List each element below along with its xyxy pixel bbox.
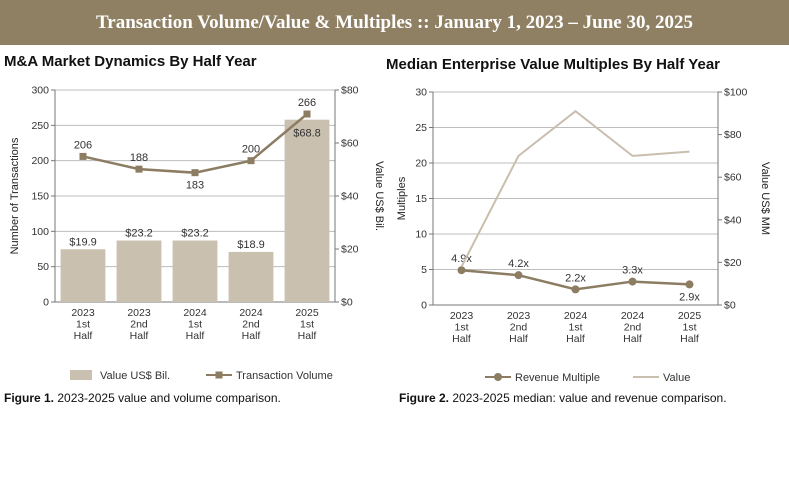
chart2-right-tick-label: $20 (724, 257, 742, 269)
chart1-right-tick-label: $0 (341, 297, 353, 309)
chart1-category-label: 2023 1st Half (71, 307, 95, 342)
chart1-bar (228, 251, 274, 302)
chart1-bar (116, 240, 162, 302)
chart2-category-label: 2024 2nd Half (621, 310, 645, 345)
chart1-bar (60, 249, 106, 302)
chart1-series-line (82, 113, 308, 174)
chart1-left-tick-label: 200 (31, 155, 49, 167)
chart2-left-tick-label: 20 (415, 158, 427, 170)
chart2-left-tick-label: 15 (415, 193, 427, 205)
chart1-left-tick-label: 250 (31, 120, 49, 132)
chart2-left-tick-label: 10 (415, 229, 427, 241)
chart1-point (303, 110, 311, 118)
chart1-point (135, 165, 143, 173)
chart2-title: Median Enterprise Value Multiples By Hal… (386, 56, 721, 73)
chart2-left-tick-label: 30 (415, 87, 427, 99)
chart1-right-tick-label: $60 (341, 138, 359, 150)
chart2-point (571, 285, 580, 294)
chart2-legend-label: Value (663, 372, 690, 384)
chart2-left-tick-label: 5 (421, 264, 427, 276)
chart2-legend-marker (494, 373, 502, 381)
chart1-caption: Figure 1. 2023-2025 value and volume com… (4, 391, 281, 405)
chart2-right-tick-label: $100 (724, 87, 748, 99)
chart1-left-tick-label: 150 (31, 191, 49, 203)
chart1-bar-label: $23.2 (125, 228, 153, 240)
chart2-right-tick-label: $80 (724, 129, 742, 141)
chart1-bar (284, 119, 330, 303)
chart2-point (685, 280, 694, 289)
chart2-right-tick-label: $40 (724, 214, 742, 226)
chart2-point (628, 277, 637, 286)
chart2-caption-text: 2023-2025 median: value and revenue comp… (452, 391, 727, 405)
chart2-right-tick-label: $0 (724, 300, 736, 312)
chart1-bar-label: $18.9 (237, 239, 265, 251)
chart1-point-label: 200 (242, 144, 260, 156)
chart1-point (79, 152, 87, 160)
chart2-right-tick-label: $60 (724, 172, 742, 184)
chart2-series-line (460, 109, 690, 268)
banner-title: Transaction Volume/Value & Multiples :: … (96, 11, 693, 33)
chart2-point (514, 271, 523, 280)
chart1-legend-marker (215, 371, 223, 379)
chart2-caption: Figure 2. 2023-2025 median: value and re… (399, 391, 727, 405)
chart1-legend-label: Value US$ Bil. (100, 370, 170, 382)
chart1-svg: 0 50 100 150 200 250 300 $0 $20 $40 $60 $80 2023 1st H… (9, 85, 385, 383)
chart1-category-label: 2023 2nd Half (127, 307, 151, 342)
chart1-left-tick-label: 300 (31, 85, 49, 97)
chart2-category-label: 2024 1st Half (564, 310, 588, 345)
chart1-caption-text: 2023-2025 value and volume comparison. (57, 391, 281, 405)
chart1-caption-label: Figure 1. (4, 391, 55, 405)
chart2-legend-label: Revenue Multiple (515, 372, 600, 384)
chart1-right-tick-label: $40 (341, 191, 359, 203)
chart2-point-label: 2.9x (679, 291, 700, 303)
chart2-svg: 0 5 10 15 20 25 30 $0 $20 $40 $60 $80 $100 2023 1st Hal… (396, 87, 771, 385)
chart1-point-label: 188 (130, 152, 148, 164)
page-banner: Transaction Volume/Value & Multiples :: … (0, 0, 789, 45)
chart1-bar-label: $19.9 (69, 236, 97, 248)
chart1-bar-label: $68.8 (293, 128, 321, 140)
chart1-point-label: 206 (74, 139, 92, 151)
chart2-point (457, 266, 466, 275)
chart1-y2-axis-title: Value US$ Bil. (373, 161, 385, 231)
chart2-y2-axis-title: Value US$ MM (759, 162, 771, 235)
chart1-point (191, 169, 199, 177)
chart1-bar (172, 240, 218, 302)
chart2-point-label: 4.9x (451, 253, 472, 265)
chart1-left-tick-label: 100 (31, 226, 49, 238)
chart1-category-label: 2024 1st Half (183, 307, 207, 342)
chart1-left-tick-label: 0 (43, 297, 49, 309)
chart1-category-label: 2025 1st Half (295, 307, 319, 342)
chart1-point (247, 157, 255, 165)
chart1-left-tick-label: 50 (37, 261, 49, 273)
chart2-category-label: 2025 1st Half (678, 310, 702, 345)
chart2-point-label: 4.2x (508, 258, 529, 270)
chart1-category-label: 2024 2nd Half (239, 307, 263, 342)
chart2-point-label: 2.2x (565, 272, 586, 284)
chart1-legend-label: Transaction Volume (236, 370, 333, 382)
chart1-point-label: 266 (298, 97, 316, 109)
chart2-point-label: 3.3x (622, 265, 643, 277)
chart1-right-tick-label: $80 (341, 85, 359, 97)
chart1-right-tick-label: $20 (341, 244, 359, 256)
chart1-legend-swatch (70, 370, 92, 380)
chart1-y-axis-title: Number of Transactions (9, 137, 21, 254)
chart1-point-label: 183 (186, 180, 204, 192)
chart2-left-tick-label: 25 (415, 122, 427, 134)
chart2-y-axis-title: Multiples (396, 176, 408, 220)
chart1-title: M&A Market Dynamics By Half Year (4, 53, 257, 70)
chart2-category-label: 2023 2nd Half (507, 310, 531, 345)
chart1-bar-label: $23.2 (181, 228, 209, 240)
chart2-caption-label: Figure 2. (399, 391, 450, 405)
chart2-category-label: 2023 1st Half (450, 310, 474, 345)
chart2-left-tick-label: 0 (421, 300, 427, 312)
